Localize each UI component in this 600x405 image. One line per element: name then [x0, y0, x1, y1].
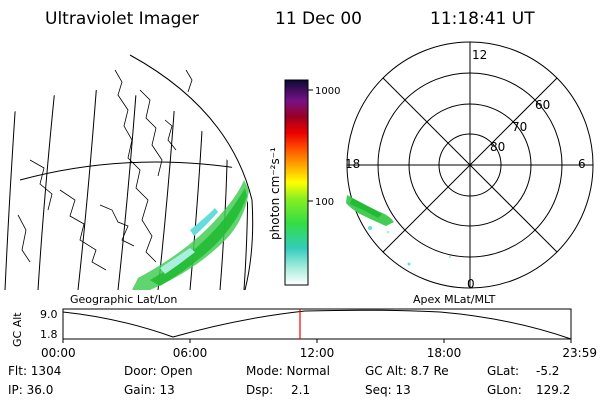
- info-block: Flt: 1304 IP: 36.0 Door: Open Gain: 13 M…: [8, 364, 570, 397]
- date: 11 Dec 00: [275, 9, 362, 29]
- colorbar-gradient: [284, 79, 309, 286]
- info-seq: Seq: 13: [365, 383, 411, 397]
- colorbar: 1000 100 photon cm⁻²s⁻¹: [268, 79, 340, 286]
- meridian: [77, 90, 101, 290]
- meridian: [219, 99, 229, 290]
- altitude-xtick-label: 18:00: [427, 346, 462, 360]
- polar-label-12: 12: [472, 48, 487, 62]
- altitude-plot: 9.0 1.8 GC Alt 00:00 06:00 12:00 18:00 23:59: [11, 308, 597, 360]
- aurora-polar: [346, 195, 452, 266]
- colorbar-tick-mid-label: 100: [315, 197, 334, 208]
- polar-label-0: 0: [467, 277, 475, 291]
- info-gain: Gain: 13: [124, 383, 175, 397]
- altitude-ylabel: GC Alt: [11, 312, 24, 347]
- time: 11:18:41 UT: [430, 9, 535, 29]
- polar-plot: [346, 41, 594, 289]
- altitude-xticks: 00:00 06:00 12:00 18:00 23:59: [41, 339, 597, 360]
- info-flt: Flt: 1304: [8, 364, 61, 378]
- meridian: [157, 90, 179, 290]
- info-mode: Mode: Normal: [246, 364, 330, 378]
- info-ip: IP: 36.0: [8, 383, 53, 397]
- meridian: [243, 139, 249, 290]
- altitude-xtick-label: 23:59: [562, 346, 597, 360]
- meridian: [117, 90, 141, 290]
- altitude-ytick-low: 1.8: [40, 328, 58, 341]
- colorbar-label: photon cm⁻²s⁻¹: [268, 147, 282, 240]
- info-dsp-value: 2.1: [291, 383, 310, 397]
- polar-label-70: 70: [512, 120, 527, 134]
- aurora-geographic: [132, 180, 249, 290]
- coastlines: [17, 69, 193, 271]
- info-glon-label: GLon:: [487, 383, 522, 397]
- altitude-plot-frame: [62, 308, 572, 340]
- polar-diagonal: [382, 77, 558, 253]
- altitude-xtick-label: 06:00: [173, 346, 208, 360]
- caption-apex: Apex MLat/MLT: [413, 293, 496, 306]
- polar-label-18: 18: [345, 157, 360, 171]
- altitude-curve: [62, 309, 572, 340]
- caption-geographic: Geographic Lat/Lon: [70, 293, 177, 306]
- info-glon-value: 129.2: [536, 383, 570, 397]
- altitude-xtick-label: 12:00: [300, 346, 335, 360]
- polar-label-60: 60: [535, 98, 550, 112]
- title: Ultraviolet Imager: [45, 9, 199, 29]
- meridian: [4, 90, 21, 290]
- meridian: [37, 90, 61, 290]
- altitude-ytick-high: 9.0: [40, 308, 58, 321]
- polar-label-80: 80: [490, 140, 505, 154]
- info-glat-label: GLat:: [487, 364, 519, 378]
- geographic-globe: [4, 54, 254, 290]
- polar-label-6: 6: [578, 157, 586, 171]
- info-door: Door: Open: [124, 364, 193, 378]
- info-glat-value: -5.2: [536, 364, 559, 378]
- info-gcalt: GC Alt: 8.7 Re: [365, 364, 449, 378]
- altitude-xtick-label: 00:00: [41, 346, 76, 360]
- globe-limb: [129, 54, 254, 290]
- info-dsp-label: Dsp:: [246, 383, 273, 397]
- colorbar-tick-high-label: 1000: [315, 86, 340, 97]
